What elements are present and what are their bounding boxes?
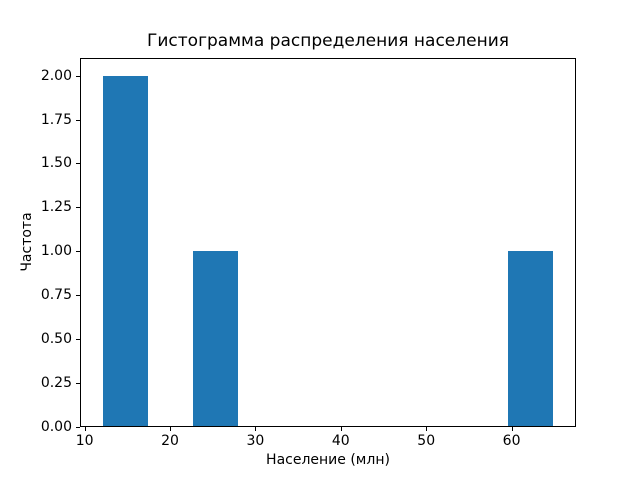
x-tick-mark	[170, 427, 171, 431]
chart-title: Гистограмма распределения населения	[147, 31, 509, 51]
y-axis-label: Частота	[19, 212, 35, 272]
x-tick-mark	[426, 427, 428, 431]
y-tick-label: 0.75	[40, 287, 72, 304]
y-tick-label: 1.50	[40, 155, 72, 172]
y-tick-label: 1.75	[40, 111, 72, 128]
y-tick-mark	[76, 295, 80, 297]
x-tick-mark	[511, 427, 513, 431]
y-tick-label: 2.00	[40, 67, 72, 84]
y-tick-mark	[76, 75, 80, 77]
y-tick-label: 0.25	[40, 375, 72, 392]
x-tick-label: 10	[75, 433, 94, 449]
y-tick-label: 1.00	[40, 243, 72, 260]
y-tick-mark	[76, 163, 80, 165]
y-tick-mark	[76, 339, 80, 341]
y-tick-mark	[76, 207, 80, 209]
plot-area	[80, 58, 576, 427]
histogram-bar	[102, 75, 148, 426]
x-tick-label: 20	[161, 433, 179, 449]
y-tick-label: 0.50	[40, 331, 72, 348]
histogram-bar	[508, 251, 554, 426]
x-tick-mark	[255, 427, 257, 431]
y-tick-mark	[76, 251, 80, 253]
y-tick-mark	[76, 383, 80, 385]
y-tick-mark	[76, 427, 80, 428]
x-axis-label: Население (млн)	[266, 452, 390, 468]
x-tick-label: 60	[502, 433, 521, 449]
x-tick-mark	[340, 427, 342, 431]
x-tick-mark	[84, 427, 86, 431]
histogram-bar	[192, 251, 238, 426]
y-tick-label: 1.25	[40, 199, 72, 216]
x-tick-label: 30	[246, 433, 265, 449]
y-tick-mark	[76, 119, 80, 121]
x-tick-label: 50	[417, 433, 436, 449]
x-tick-label: 40	[331, 433, 350, 449]
y-tick-label: 0.00	[40, 419, 72, 435]
